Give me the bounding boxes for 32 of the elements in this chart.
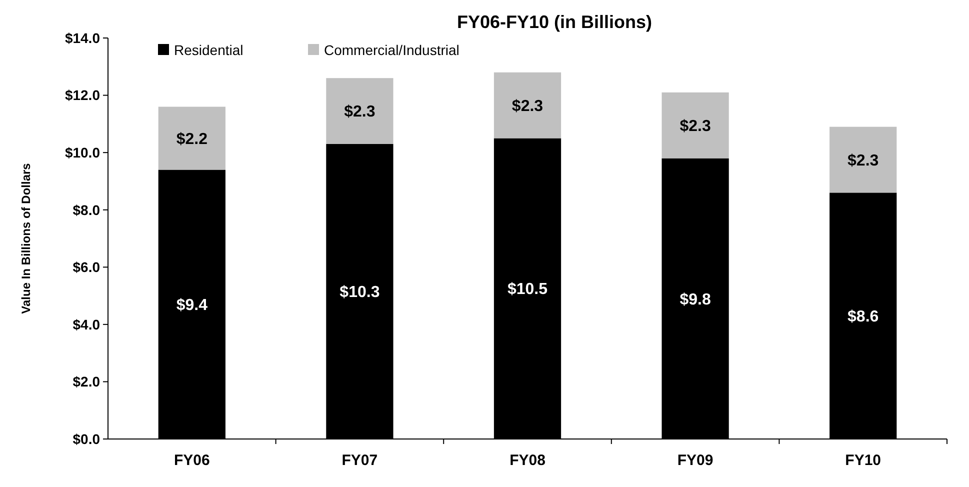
x-tick-label: FY08 xyxy=(510,452,546,469)
y-tick-label: $6.0 xyxy=(72,259,100,276)
bar xyxy=(494,72,562,138)
x-tick-label: FY10 xyxy=(845,452,882,469)
data-label: $8.6 xyxy=(848,308,879,326)
data-label: $10.3 xyxy=(340,284,380,302)
data-label: $9.4 xyxy=(176,296,208,314)
data-label: $2.2 xyxy=(176,130,208,148)
legend-label: Commercial/Industrial xyxy=(324,42,460,58)
chart-title: FY06-FY10 (in Billions) xyxy=(456,12,652,32)
y-tick-label: $14.0 xyxy=(64,30,100,46)
data-label: $2.3 xyxy=(680,118,711,135)
x-tick-label: FY09 xyxy=(677,452,714,469)
bar xyxy=(326,78,394,144)
x-tick-label: FY06 xyxy=(174,452,210,469)
bar xyxy=(662,92,729,158)
y-tick-label: $4.0 xyxy=(72,316,100,332)
y-tick-label: $8.0 xyxy=(72,202,100,218)
y-tick-label: $0.0 xyxy=(72,430,100,447)
y-tick-label: $12.0 xyxy=(64,87,100,104)
data-label: $9.8 xyxy=(680,291,711,308)
data-label: $2.3 xyxy=(512,98,544,115)
y-axis-title: Value In Billions of Dollars xyxy=(19,162,33,314)
x-tick-label: FY07 xyxy=(342,452,378,469)
bar xyxy=(158,106,226,170)
legend-label: Residential xyxy=(174,42,244,58)
bar xyxy=(830,126,897,193)
y-tick-label: $10.0 xyxy=(64,144,100,160)
y-tick-label: $2.0 xyxy=(72,374,100,390)
data-label: $2.3 xyxy=(848,152,879,170)
data-label: $10.5 xyxy=(507,281,548,298)
data-label: $2.3 xyxy=(344,104,376,121)
